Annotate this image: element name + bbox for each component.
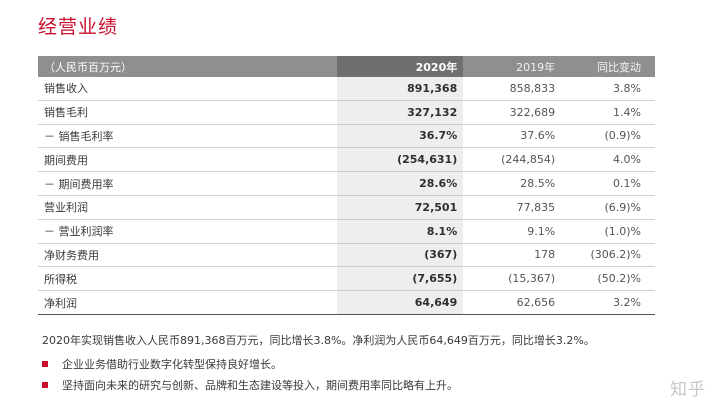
results-table: （人民币百万元） 2020年 2019年 同比变动 销售收入 891,368 8… <box>38 56 655 315</box>
value-2020: (7,655) <box>337 266 464 292</box>
value-change: 3.2% <box>563 290 655 315</box>
table-row: 销售毛利 327,132 322,689 1.4% <box>38 100 655 125</box>
row-label: － 销售毛利率 <box>38 124 338 149</box>
row-label: 所得税 <box>38 266 338 292</box>
value-2020: (254,631) <box>337 147 464 173</box>
table-row: 净财务费用 (367) 178 (306.2)% <box>38 243 655 268</box>
value-2020: 36.7% <box>337 124 464 149</box>
square-bullet-icon <box>42 381 48 388</box>
header-2019: 2019年 <box>463 56 564 77</box>
value-2019: 77,835 <box>463 195 564 220</box>
value-2019: (15,367) <box>463 266 564 292</box>
bullet-text: 企业业务借助行业数字化转型保持良好增长。 <box>62 357 282 371</box>
header-yoy-change: 同比变动 <box>563 56 655 77</box>
table-row: － 期间费用率 28.6% 28.5% 0.1% <box>38 171 655 196</box>
table-row: 销售收入 891,368 858,833 3.8% <box>38 77 655 101</box>
value-change: (1.0)% <box>563 219 655 244</box>
header-unit-label: （人民币百万元） <box>38 56 338 77</box>
value-2020: 72,501 <box>337 195 464 220</box>
row-label: 销售毛利 <box>38 100 338 125</box>
row-label: 销售收入 <box>38 77 338 101</box>
value-2020: 8.1% <box>337 219 464 244</box>
value-2020: (367) <box>337 243 464 268</box>
value-2019: (244,854) <box>463 147 564 173</box>
value-2020: 64,649 <box>337 290 464 315</box>
value-2019: 62,656 <box>463 290 564 315</box>
table-row: 营业利润 72,501 77,835 (6.9)% <box>38 195 655 220</box>
value-change: (306.2)% <box>563 243 655 268</box>
table-row: － 销售毛利率 36.7% 37.6% (0.9)% <box>38 124 655 149</box>
value-change: (0.9)% <box>563 124 655 149</box>
value-2020: 891,368 <box>337 77 464 101</box>
table-row: － 营业利润率 8.1% 9.1% (1.0)% <box>38 219 655 244</box>
row-label: 净利润 <box>38 290 338 315</box>
value-change: 1.4% <box>563 100 655 125</box>
bullet-list: 企业业务借助行业数字化转型保持良好增长。 坚持面向未来的研究与创新、品牌和生态建… <box>42 353 458 395</box>
list-item: 坚持面向未来的研究与创新、品牌和生态建设等投入，期间费用率同比略有上升。 <box>42 374 458 395</box>
page-title: 经营业绩 <box>38 16 119 38</box>
value-2019: 322,689 <box>463 100 564 125</box>
header-2020: 2020年 <box>337 56 464 77</box>
table-header-row: （人民币百万元） 2020年 2019年 同比变动 <box>38 56 655 77</box>
value-change: (50.2)% <box>563 266 655 292</box>
row-label: 期间费用 <box>38 147 338 173</box>
row-label: 净财务费用 <box>38 243 338 268</box>
value-change: 3.8% <box>563 77 655 101</box>
row-label: 营业利润 <box>38 195 338 220</box>
row-label: － 营业利润率 <box>38 219 338 244</box>
table-row: 所得税 (7,655) (15,367) (50.2)% <box>38 266 655 292</box>
value-2020: 327,132 <box>337 100 464 125</box>
value-change: 4.0% <box>563 147 655 173</box>
table-row: 净利润 64,649 62,656 3.2% <box>38 290 655 315</box>
value-2019: 28.5% <box>463 171 564 196</box>
value-2020: 28.6% <box>337 171 464 196</box>
list-item: 企业业务借助行业数字化转型保持良好增长。 <box>42 353 458 374</box>
value-2019: 37.6% <box>463 124 564 149</box>
value-2019: 178 <box>463 243 564 268</box>
value-2019: 858,833 <box>463 77 564 101</box>
value-change: (6.9)% <box>563 195 655 220</box>
value-change: 0.1% <box>563 171 655 196</box>
square-bullet-icon <box>42 360 48 367</box>
table-row: 期间费用 (254,631) (244,854) 4.0% <box>38 147 655 173</box>
watermark-logo: 知乎 <box>670 380 706 400</box>
value-2019: 9.1% <box>463 219 564 244</box>
bullet-text: 坚持面向未来的研究与创新、品牌和生态建设等投入，期间费用率同比略有上升。 <box>62 378 458 392</box>
row-label: － 期间费用率 <box>38 171 338 196</box>
summary-text: 2020年实现销售收入人民币891,368百万元，同比增长3.8%。净利润为人民… <box>42 334 595 347</box>
